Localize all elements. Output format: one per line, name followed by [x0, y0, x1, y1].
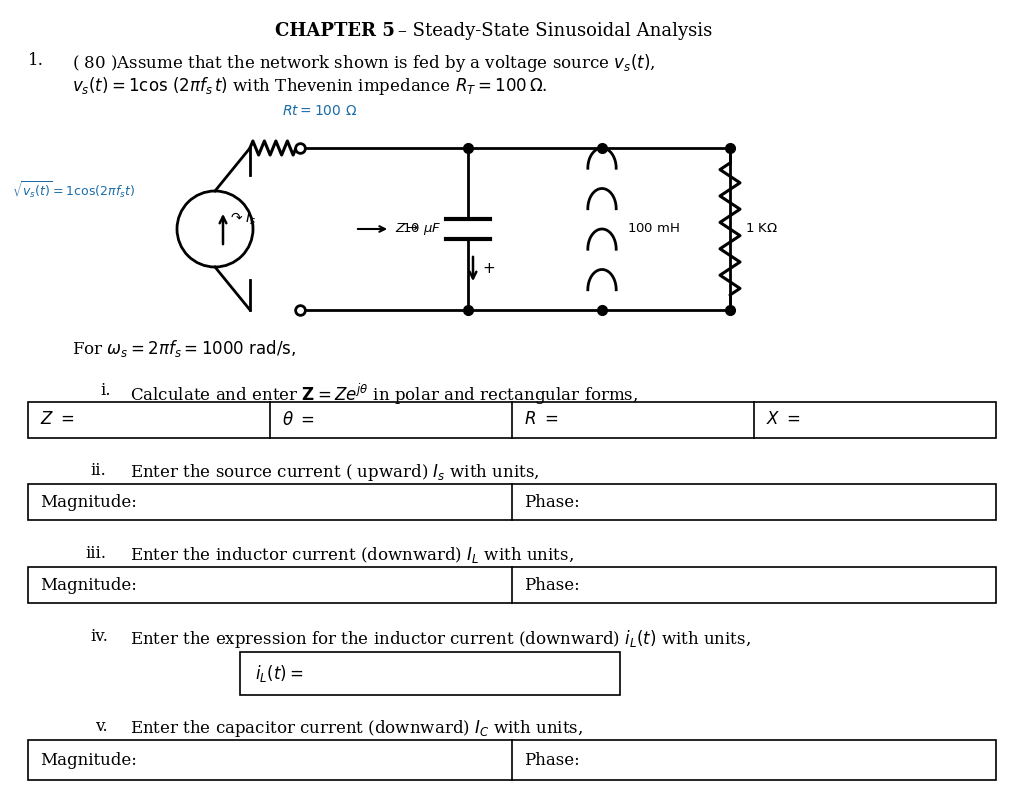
Text: ii.: ii.	[90, 462, 105, 479]
Text: v.: v.	[95, 718, 108, 735]
Text: i.: i.	[100, 382, 111, 399]
Bar	[240, 652, 620, 695]
Text: $1\ \mathrm{K}\Omega$: $1\ \mathrm{K}\Omega$	[745, 222, 778, 236]
Text: Phase:: Phase:	[524, 493, 580, 510]
Text: $Rt = 100\ \Omega$: $Rt = 100\ \Omega$	[282, 104, 357, 118]
Text: $i_L(t) =$: $i_L(t) =$	[255, 663, 303, 684]
Text: Magnitude:: Magnitude:	[40, 576, 137, 593]
Text: 1.: 1.	[28, 52, 44, 69]
Bar	[28, 567, 996, 603]
Text: $v_s(t) = 1\cos\,(2\pi f_s\,t)$ with Thevenin impedance $R_T = 100\,\Omega.$: $v_s(t) = 1\cos\,(2\pi f_s\,t)$ with The…	[72, 75, 547, 97]
Text: Enter the inductor current (downward) $\boldsymbol{I_L}$ with units,: Enter the inductor current (downward) $\…	[130, 545, 573, 565]
Bar	[28, 484, 996, 520]
Text: iv.: iv.	[90, 628, 108, 645]
Text: $Z\ =$: $Z\ =$	[40, 411, 75, 428]
Text: Enter the source current ( upward) $\boldsymbol{I_s}$ with units,: Enter the source current ( upward) $\bol…	[130, 462, 540, 483]
Text: $+$: $+$	[482, 262, 496, 276]
Text: $100\ \mathrm{mH}$: $100\ \mathrm{mH}$	[627, 222, 680, 236]
Bar	[28, 402, 996, 438]
Text: $10\ \mu F$: $10\ \mu F$	[401, 221, 441, 237]
Text: Calculate and enter $\mathbf{Z} = Ze^{j\theta}$ in polar and rectangular forms,: Calculate and enter $\mathbf{Z} = Ze^{j\…	[130, 382, 638, 407]
Bar	[28, 740, 996, 780]
Text: iii.: iii.	[85, 545, 106, 562]
Text: Phase:: Phase:	[524, 576, 580, 593]
Text: $X\ =$: $X\ =$	[766, 411, 801, 428]
Text: Enter the expression for the inductor current (downward) $i_L(t)$ with units,: Enter the expression for the inductor cu…	[130, 628, 751, 650]
Text: $\sqrt{v_s(t)} = 1\cos(2\pi f_s t)$: $\sqrt{v_s(t)} = 1\cos(2\pi f_s t)$	[12, 180, 135, 200]
Text: $Z \rightarrow$: $Z \rightarrow$	[395, 222, 420, 236]
Text: Enter the capacitor current (downward) $\boldsymbol{I_C}$ with units,: Enter the capacitor current (downward) $…	[130, 718, 583, 739]
Text: CHAPTER 5: CHAPTER 5	[275, 22, 395, 40]
Text: Magnitude:: Magnitude:	[40, 493, 137, 510]
Text: $\theta\ =$: $\theta\ =$	[282, 411, 315, 429]
Text: $R\ =$: $R\ =$	[524, 411, 558, 428]
Text: For $\omega_s = 2\pi f_s = 1000\ \mathrm{rad/s,}$: For $\omega_s = 2\pi f_s = 1000\ \mathrm…	[72, 338, 296, 359]
Text: Phase:: Phase:	[524, 752, 580, 769]
Text: – Steady-State Sinusoidal Analysis: – Steady-State Sinusoidal Analysis	[398, 22, 713, 40]
Text: $\curvearrowright I_s$: $\curvearrowright I_s$	[228, 211, 256, 227]
Text: ( 80 )Assume that the network shown is fed by a voltage source $v_s(t)$,: ( 80 )Assume that the network shown is f…	[72, 52, 655, 74]
Text: Magnitude:: Magnitude:	[40, 752, 137, 769]
